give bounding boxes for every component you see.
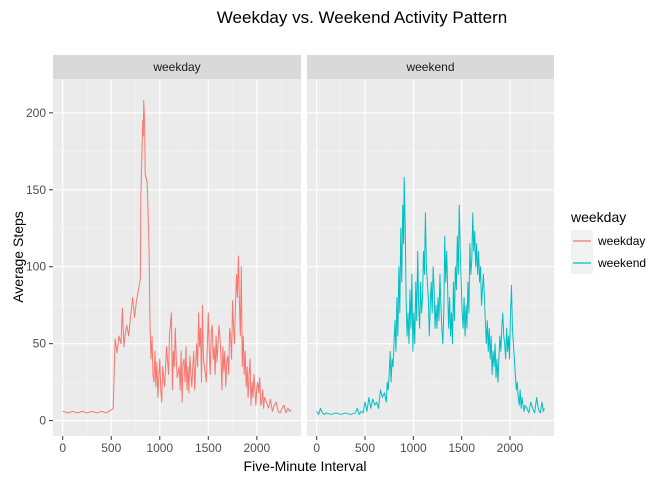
legend-title: weekday [570,209,626,225]
facet-panels: weekday weekend [53,55,554,436]
y-tick-label: 0 [39,414,46,428]
y-tick-label: 150 [26,183,46,197]
y-tick-label: 200 [26,106,46,120]
facet-strip-weekend [307,55,554,79]
legend-label-weekday: weekday [597,234,645,248]
y-axis-title: Average Steps [10,211,26,303]
x-tick-label: 500 [101,441,121,455]
facet-panel-weekday: weekday [53,55,301,436]
series-line-weekend [316,176,545,415]
axes: 0 500 1000 1500 2000 0 500 1000 1500 2000 0 50 100 15… [26,106,524,455]
legend-label-weekend: weekend [597,256,646,270]
x-tick-label: 2000 [243,441,270,455]
facet-strip-label-weekend: weekend [405,60,454,74]
facet-strip-label-weekday: weekday [152,60,200,74]
y-tick-label: 50 [33,337,47,351]
x-tick-label: 1000 [400,441,427,455]
legend: weekday weekday weekend [570,209,646,274]
x-tick-label: 1500 [448,441,475,455]
chart-title: Weekday vs. Weekend Activity Pattern [217,8,507,27]
x-tick-label: 500 [355,441,375,455]
facet-panel-weekend: weekend [307,55,554,436]
x-tick-label: 0 [313,441,320,455]
x-tick-label: 1000 [146,441,173,455]
panel-background-weekend [307,79,554,436]
x-tick-label: 0 [59,441,66,455]
x-tick-label: 1500 [195,441,222,455]
x-tick-label: 2000 [497,441,524,455]
series-line-weekday [62,100,292,414]
panel-background-weekday [53,79,301,436]
x-axis-title: Five-Minute Interval [244,458,367,474]
facet-strip-weekday [53,55,301,79]
y-tick-label: 100 [26,260,46,274]
